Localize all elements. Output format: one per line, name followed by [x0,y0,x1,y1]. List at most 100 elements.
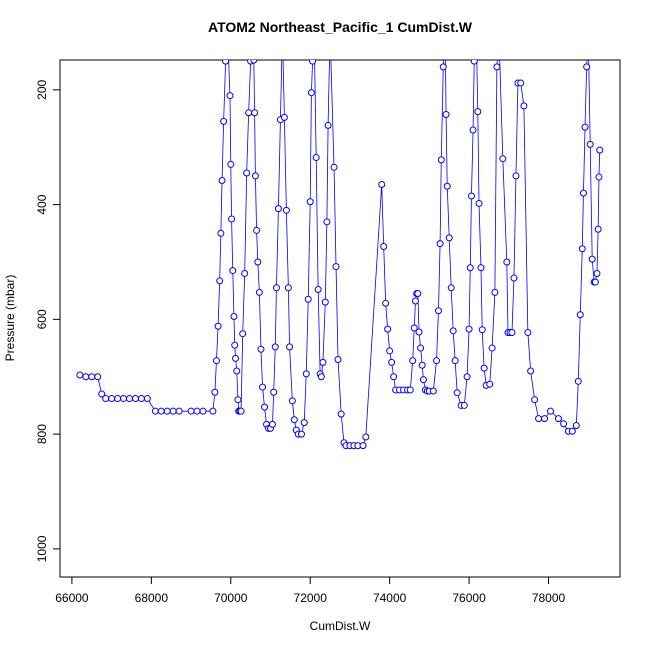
data-point [593,269,601,277]
data-point [409,357,417,365]
data-point [76,371,84,379]
data-point [417,344,425,352]
data-point [585,29,591,35]
data-point [212,357,220,365]
data-point [120,395,128,403]
data-point [259,383,267,391]
data-point [465,325,473,333]
data-point [243,169,251,177]
data-point [496,29,502,35]
data-point [508,329,516,337]
data-point [451,357,459,365]
data-point [216,277,224,285]
data-point [473,29,479,35]
data-point [290,416,298,424]
x-tick-label: 72000 [294,591,328,605]
data-point [466,264,474,272]
data-point [474,108,482,116]
data-point [108,395,116,403]
data-point [410,324,418,332]
data-point [560,420,568,428]
data-point [209,407,217,415]
data-point [419,376,427,384]
x-tick-label: 78000 [532,591,566,605]
data-point [477,264,485,272]
data-point [480,364,488,372]
data-point [214,322,222,330]
data-point [414,290,422,298]
data-point [382,299,390,307]
data-point [434,307,442,315]
data-point [222,60,230,65]
data-point [211,388,219,396]
data-point [280,113,288,121]
data-point [334,356,342,364]
data-point [439,63,447,71]
data-point [297,430,305,438]
data-point [231,341,239,349]
data-point [486,380,494,388]
data-point [574,377,582,385]
data-point [157,407,165,415]
x-tick-label: 68000 [135,591,169,605]
data-point [227,160,235,168]
data-point [380,242,388,250]
data-point [488,344,496,352]
data-point [443,182,451,190]
data-point [226,92,234,100]
data-point [524,329,532,337]
x-tick-label: 74000 [373,591,407,605]
y-tick-label: 200 [35,80,49,100]
data-point [300,419,308,427]
data-point [241,269,249,277]
data-point [217,229,225,237]
data-point [463,373,471,381]
data-point [319,358,327,366]
data-point [415,328,423,336]
data-point [576,311,584,319]
data-point [503,258,511,266]
data-point [245,109,253,117]
data-point [250,60,258,64]
data-point [520,102,528,110]
data-point [288,397,296,405]
data-point [169,407,177,415]
data-point [406,386,414,394]
data-point [362,433,370,441]
data-point [102,395,110,403]
data-point [271,343,279,351]
data-point [270,388,278,396]
data-point [239,330,247,338]
x-axis-label: CumDist.W [310,619,371,633]
data-point [330,163,338,171]
data-point [151,407,159,415]
data-point [554,415,562,423]
data-point [491,288,499,296]
y-tick-label: 1000 [35,535,49,562]
data-point [163,407,171,415]
data-point [568,427,576,435]
data-point [578,245,586,253]
data-point [323,218,331,226]
data-point [579,189,587,197]
data-point [527,367,535,375]
y-tick-label: 600 [35,309,49,329]
data-point [467,192,475,200]
data-point [193,407,201,415]
data-point [581,123,589,131]
data-point [137,395,145,403]
data-point [268,420,276,428]
data-point [232,354,240,362]
data-point [234,396,242,404]
data-point [229,267,237,275]
data-point [460,401,468,409]
data-point [595,173,603,181]
data-point [594,225,602,233]
data-point [436,240,444,248]
data-point [531,396,539,404]
data-point [143,395,151,403]
data-point [175,407,183,415]
data-point [261,403,269,411]
data-point [433,357,441,365]
data-point [493,63,501,71]
